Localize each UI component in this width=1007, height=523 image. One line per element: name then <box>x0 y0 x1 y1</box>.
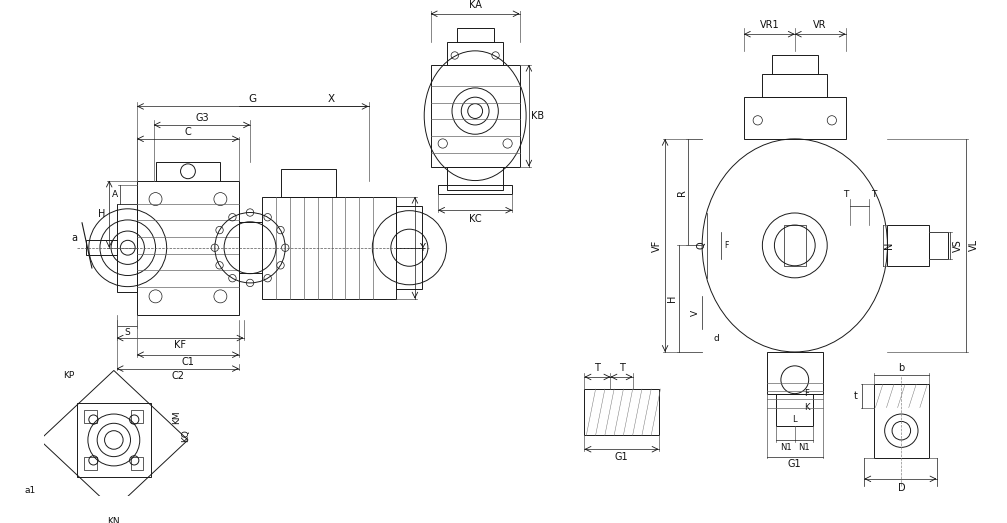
Text: C: C <box>184 128 191 138</box>
Text: D: D <box>897 483 905 493</box>
Text: H: H <box>667 294 677 302</box>
Text: N1: N1 <box>779 443 792 452</box>
Bar <box>86 240 117 255</box>
Bar <box>281 169 336 197</box>
Text: T: T <box>594 362 600 373</box>
Bar <box>397 206 422 289</box>
Text: Q: Q <box>696 242 706 249</box>
Bar <box>131 457 143 470</box>
Text: KC: KC <box>469 213 481 223</box>
Text: a: a <box>71 233 77 244</box>
Text: K: K <box>804 403 810 412</box>
Text: VR1: VR1 <box>760 20 779 30</box>
Text: C2: C2 <box>171 371 184 381</box>
Text: G1: G1 <box>788 459 802 469</box>
Bar <box>887 225 929 266</box>
Text: a1: a1 <box>25 486 36 495</box>
Bar <box>431 65 520 167</box>
Text: F: F <box>724 241 728 250</box>
Text: d: d <box>713 334 719 343</box>
Text: T: T <box>843 190 849 199</box>
Text: N: N <box>884 242 894 249</box>
Text: G1: G1 <box>614 452 628 462</box>
Text: KF: KF <box>174 340 186 350</box>
Text: KP: KP <box>62 371 75 380</box>
Bar <box>137 180 239 315</box>
Text: KA: KA <box>468 1 481 10</box>
Text: X: X <box>328 94 335 104</box>
Text: KQ: KQ <box>181 429 190 442</box>
Bar <box>767 352 823 394</box>
Bar <box>77 403 151 477</box>
Text: VF: VF <box>652 240 662 252</box>
Bar <box>584 389 659 435</box>
Text: VR: VR <box>813 20 827 30</box>
Text: t: t <box>854 391 858 401</box>
Text: G: G <box>249 94 257 104</box>
Bar <box>85 457 97 470</box>
Text: N1: N1 <box>799 443 810 452</box>
Bar <box>762 74 827 97</box>
Text: R: R <box>677 189 687 196</box>
Text: G3: G3 <box>195 113 208 123</box>
Bar <box>262 197 397 299</box>
Text: VS: VS <box>953 239 963 252</box>
Bar <box>131 411 143 423</box>
Bar <box>447 167 502 190</box>
Bar <box>438 185 513 195</box>
Text: VL: VL <box>969 240 979 252</box>
Bar <box>447 42 502 65</box>
Bar <box>117 204 137 292</box>
Text: KM: KM <box>172 410 181 424</box>
Text: Y: Y <box>419 243 425 253</box>
Bar <box>873 384 929 459</box>
Text: T: T <box>618 362 624 373</box>
Text: A: A <box>112 190 118 199</box>
Text: F: F <box>805 389 810 398</box>
Text: S: S <box>124 328 130 337</box>
Bar <box>239 222 262 273</box>
Text: T: T <box>871 190 876 199</box>
Bar <box>85 411 97 423</box>
Text: C1: C1 <box>181 357 194 367</box>
Text: KB: KB <box>531 111 544 121</box>
Bar <box>929 232 948 259</box>
Text: H: H <box>98 209 106 219</box>
Text: V: V <box>691 310 700 316</box>
Bar <box>744 97 846 139</box>
Bar <box>776 394 814 426</box>
Bar <box>783 225 806 266</box>
Bar <box>771 55 818 74</box>
Text: L: L <box>793 415 798 424</box>
Bar <box>155 162 221 180</box>
Text: KN: KN <box>108 517 120 523</box>
Bar <box>456 28 493 42</box>
Text: b: b <box>898 362 904 373</box>
